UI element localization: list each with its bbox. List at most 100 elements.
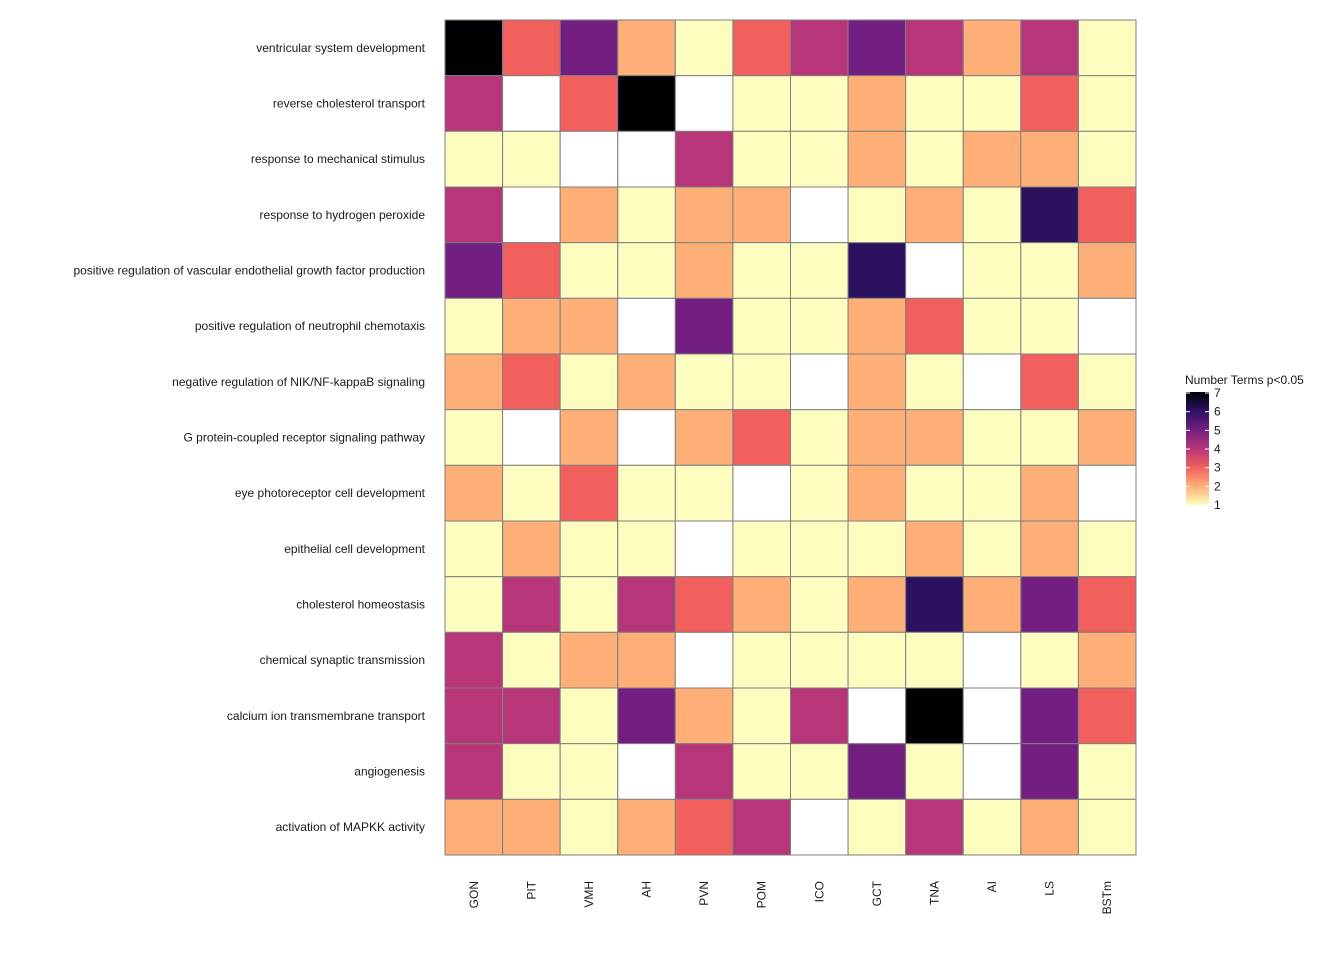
column-label: AH [640,881,654,898]
row-label: G protein-coupled receptor signaling pat… [184,431,425,445]
heatmap-tile [502,687,561,745]
heatmap-tile [674,75,734,132]
heatmap-tile [444,297,504,355]
heatmap-tile [444,798,504,856]
column-label: AI [985,881,999,892]
legend-title: Number Terms p<0.05 [1185,373,1304,387]
heatmap-tile [847,75,907,132]
heatmap-tile [1077,353,1137,411]
heatmap-tile [444,743,504,800]
heatmap-tile [674,186,734,244]
heatmap-tile [732,75,792,132]
heatmap-tile [617,409,676,466]
heatmap-tile [847,186,907,244]
row-label: eye photoreceptor cell development [235,486,426,500]
heatmap-tile [1077,19,1137,77]
heatmap-tile [1077,409,1137,466]
heatmap-tile [962,19,1022,77]
legend-ticks: 7 6 5 4 3 2 1 [1186,386,1221,512]
heatmap-tile [790,75,849,132]
heatmap-tile [790,631,849,689]
heatmap-tile [962,687,1022,745]
heatmap-tile [502,186,561,244]
column-label: POM [755,881,769,908]
heatmap-tile [847,520,907,578]
heatmap-tile [502,130,561,188]
heatmap-tile [444,409,504,466]
heatmap-tile [502,409,561,466]
heatmap-tile [1077,631,1137,689]
column-label: PIT [524,880,538,899]
heatmap-tile [1020,242,1079,299]
heatmap-tile [444,186,504,244]
heatmap-tile [674,242,734,299]
heatmap-tile [617,297,676,355]
heatmap-tile [905,520,964,578]
heatmap-tile [559,687,619,745]
heatmap-tile [790,19,849,77]
column-label: ICO [812,881,826,902]
heatmap-tile [1077,798,1137,856]
legend-tick-label: 1 [1214,498,1221,512]
heatmap-tile [732,798,792,856]
heatmap-tile [674,297,734,355]
heatmap-tile [559,19,619,77]
color-legend: Number Terms p<0.05 7 6 5 4 3 2 1 [1185,373,1304,512]
heatmap-tile [790,798,849,856]
heatmap-tile [674,130,734,188]
heatmap-tile [847,130,907,188]
heatmap-tile [1077,520,1137,578]
heatmap-tile [1077,576,1137,633]
heatmap-tile [444,631,504,689]
heatmap-tile [559,242,619,299]
heatmap-tile [962,186,1022,244]
heatmap-tile [732,19,792,77]
heatmap-tile [1020,353,1079,411]
heatmap-tiles [444,19,1137,856]
heatmap-tile [962,798,1022,856]
heatmap-tile [962,576,1022,633]
heatmap-tile [1020,409,1079,466]
heatmap-tile [674,353,734,411]
heatmap-tile [444,576,504,633]
row-label: cholesterol homeostasis [296,598,425,612]
column-label: LS [1043,881,1057,896]
row-label: epithelial cell development [284,542,425,556]
heatmap-tile [1077,297,1137,355]
column-labels: GON PIT VMH AH PVN POM ICO GCT TNA AI LS BSTm [467,880,1114,914]
heatmap-tile [732,520,792,578]
legend-colorbar [1186,392,1209,505]
heatmap-tile [674,687,734,745]
heatmap-tile [559,520,619,578]
heatmap-tile [790,186,849,244]
heatmap-tile [790,353,849,411]
heatmap-tile [502,520,561,578]
heatmap-tile [905,464,964,522]
heatmap-tile [732,409,792,466]
column-label: GCT [870,880,884,906]
heatmap-tile [559,130,619,188]
heatmap-tile [1020,576,1079,633]
heatmap-tile [559,409,619,466]
heatmap-tile [502,576,561,633]
heatmap-tile [1020,743,1079,800]
heatmap-tile [559,576,619,633]
heatmap-tile [1020,798,1079,856]
heatmap-tile [732,130,792,188]
heatmap-tile [905,687,964,745]
heatmap-tile [732,186,792,244]
row-label: angiogenesis [354,765,425,779]
heatmap-tile [502,631,561,689]
heatmap-tile [847,19,907,77]
heatmap-tile [905,631,964,689]
row-label: response to hydrogen peroxide [260,208,426,222]
heatmap-tile [617,75,676,132]
heatmap-tile [847,464,907,522]
row-label: negative regulation of NIK/NF-kappaB sig… [172,375,425,389]
heatmap-tile [790,687,849,745]
heatmap-tile [732,631,792,689]
heatmap-tile [1077,186,1137,244]
column-label: VMH [582,881,596,908]
heatmap-tile [617,130,676,188]
row-label: chemical synaptic transmission [260,653,425,667]
